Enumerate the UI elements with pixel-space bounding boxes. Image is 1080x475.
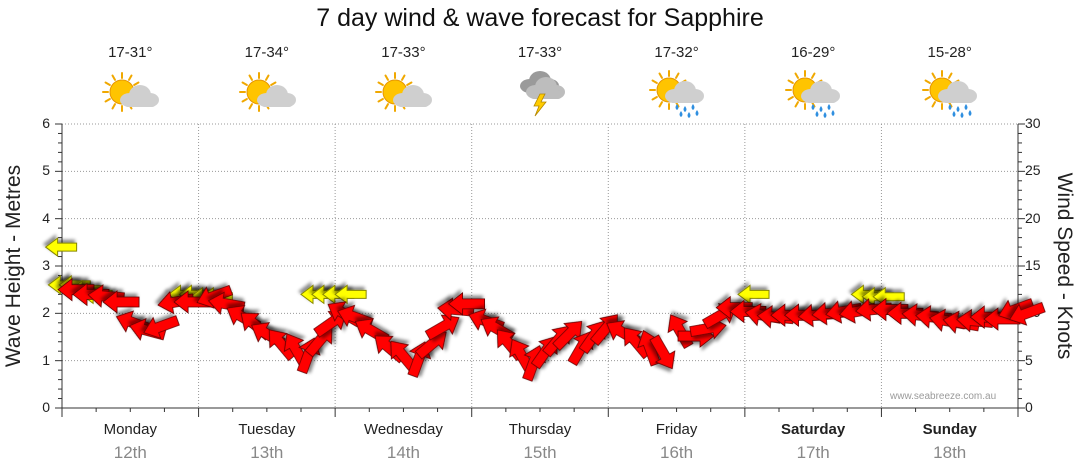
thunderstorm-icon (510, 68, 570, 120)
day-name: Sunday (922, 421, 977, 438)
day-date: 12th (113, 443, 147, 462)
wind-arrow (447, 292, 485, 316)
wind-arrow-shape (552, 320, 583, 351)
day-name: Saturday (781, 421, 846, 438)
right-tick-label: 5 (1025, 351, 1033, 368)
wave-arrow (334, 284, 367, 305)
left-tick-label: 4 (42, 209, 50, 226)
temperature-range: 17-33° (517, 44, 563, 61)
wind-arrow-shape (871, 297, 909, 322)
wind-arrow-shape (649, 334, 676, 370)
partly-cloudy-sun-icon (100, 68, 160, 120)
wind-arrow (649, 334, 676, 370)
right-tick-label: 20 (1025, 209, 1041, 226)
wave-arrow (44, 237, 78, 258)
wind-arrow (552, 320, 583, 351)
sun-showers-icon (920, 68, 980, 120)
wind-arrow-shape (143, 315, 180, 339)
left-tick-label: 1 (42, 351, 50, 368)
temperature-range: 17-33° (381, 44, 426, 61)
wave-arrows (44, 237, 905, 307)
wind-arrow-shape (102, 290, 140, 314)
temperature-range: 15-28° (927, 44, 972, 61)
day-name: Friday (655, 421, 698, 438)
day-date: 14th (386, 443, 420, 462)
wind-arrows (57, 277, 1046, 382)
wave-arrow-shape (737, 284, 770, 305)
wave-arrow-shape (334, 284, 367, 305)
temperature-range: 17-34° (244, 44, 290, 61)
right-tick-label: 0 (1025, 399, 1033, 415)
partly-cloudy-sun-icon (237, 68, 297, 120)
partly-cloudy-sun-icon (373, 68, 433, 120)
wind-arrow (871, 297, 909, 322)
temperature-range: 17-31° (108, 44, 153, 61)
sun-showers-icon (647, 68, 707, 120)
credit-text: www.seabreeze.com.au (890, 391, 997, 402)
left-tick-label: 5 (42, 162, 50, 179)
temperature-range: 17-32° (654, 44, 699, 61)
day-date: 16th (660, 443, 694, 462)
wind-arrow-shape (447, 292, 485, 316)
day-date: 17th (796, 443, 830, 462)
left-tick-label: 0 (42, 399, 50, 415)
wind-arrow (1009, 301, 1046, 326)
wind-arrow (143, 315, 180, 339)
wind-arrow (57, 277, 95, 302)
day-date: 13th (250, 443, 284, 462)
temperature-range: 16-29° (790, 44, 836, 61)
day-name: Thursday (508, 421, 572, 438)
left-tick-label: 2 (42, 304, 50, 321)
sun-showers-icon (783, 68, 843, 120)
plot-axes (55, 123, 1025, 417)
wave-arrow (737, 284, 770, 305)
wind-arrow (102, 290, 140, 314)
day-date: 18th (933, 443, 967, 462)
left-tick-label: 3 (42, 257, 50, 273)
wave-arrow-shape (44, 237, 78, 258)
wind-arrow-shape (424, 314, 460, 341)
day-name: Tuesday (238, 421, 296, 438)
wind-arrow-shape (1009, 301, 1046, 326)
right-tick-label: 30 (1025, 115, 1041, 131)
day-date: 15th (523, 443, 557, 462)
day-name: Monday (103, 421, 157, 438)
chart-title: 7 day wind & wave forecast for Sapphire (316, 4, 764, 32)
left-tick-label: 6 (42, 115, 50, 131)
wind-arrow (424, 314, 460, 341)
day-name: Wednesday (363, 421, 443, 438)
wind-arrow-shape (57, 277, 95, 302)
right-tick-label: 25 (1025, 162, 1041, 179)
right-tick-label: 15 (1025, 257, 1041, 273)
